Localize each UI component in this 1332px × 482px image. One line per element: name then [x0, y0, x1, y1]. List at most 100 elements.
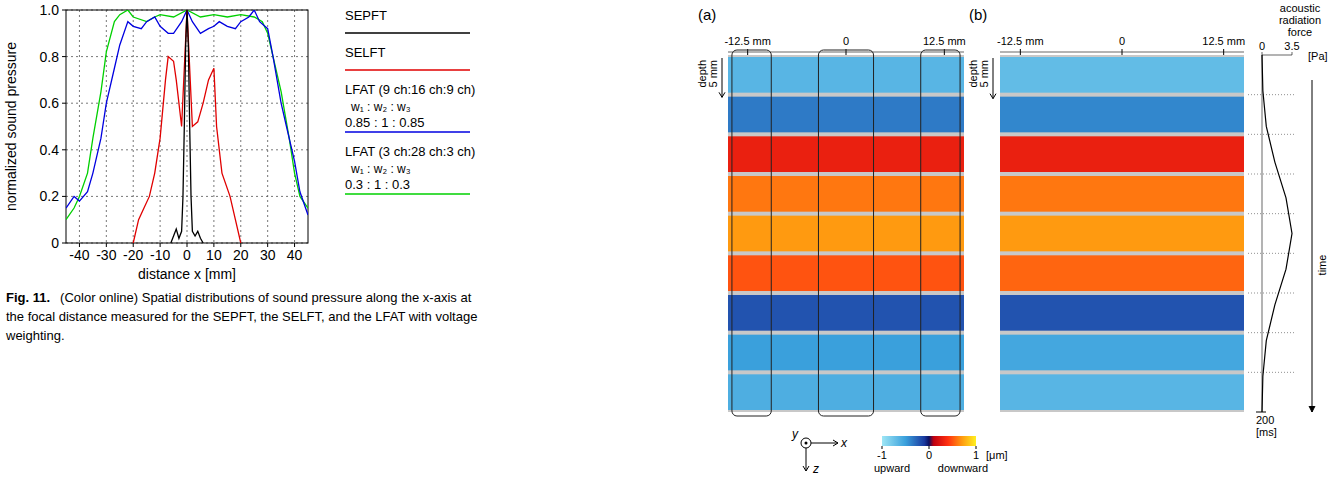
guide-line [1248, 94, 1294, 95]
legend-label: w₁ : w₂ : w₃ [350, 162, 411, 176]
grid-line [66, 149, 308, 150]
legend-label: LFAT (9 ch:16 ch:9 ch) [345, 82, 475, 97]
colorbar: -101[μm]upwarddownward [874, 436, 1008, 474]
tick-label: 10 [206, 247, 222, 263]
region-box [818, 50, 873, 416]
grid-line [66, 56, 308, 57]
tick-label: -10 [150, 247, 170, 263]
heat-cell [1000, 136, 1244, 172]
heat-cell [1000, 255, 1244, 291]
tick-label: -1 [877, 449, 887, 461]
region-box [732, 50, 771, 416]
guide-line [1248, 332, 1294, 333]
axis-dot [805, 442, 808, 445]
heat-cell [728, 216, 964, 252]
unit-label: [Pa] [1308, 50, 1328, 62]
depth-scale [722, 58, 723, 97]
axis-arrow [811, 443, 838, 444]
colorbar-label: upward [874, 462, 910, 474]
tick-label: 0 [843, 35, 849, 47]
tick-label: 20 [233, 247, 249, 263]
region-box [921, 50, 960, 416]
axis-title: distance x [mm] [138, 266, 236, 282]
tick [62, 10, 66, 11]
series-line [66, 10, 308, 220]
axis-out [801, 438, 811, 448]
heat-cell [728, 97, 964, 133]
axis-line [1000, 52, 1244, 53]
chart-force: acousticradiationforce03.5[Pa]200[ms]tim… [1248, 2, 1328, 438]
legend-swatch [345, 193, 470, 194]
tick [1262, 52, 1263, 55]
plot-frame [66, 10, 308, 243]
legend-label: 0.85 : 1 : 0.85 [345, 115, 425, 130]
heat-cell [1000, 216, 1244, 252]
tick [62, 196, 66, 197]
guide-line [1248, 134, 1294, 135]
grid-line [133, 10, 134, 243]
heat-cell [728, 136, 964, 172]
tick [62, 149, 66, 150]
grid-line [240, 10, 241, 243]
arrow-head [719, 92, 725, 97]
tick-label: 30 [260, 247, 276, 263]
axis-label: y [791, 427, 799, 441]
grid-line [213, 10, 214, 243]
force-curve [1262, 55, 1292, 412]
panel-background [1000, 55, 1244, 412]
heat-cell [728, 295, 964, 331]
depth-scale-label: 5 mm [707, 60, 719, 88]
tick [62, 243, 66, 244]
tick-label: 40 [287, 247, 303, 263]
coordinate-axes: yxz [791, 427, 848, 476]
chart-sound-pressure: -40-30-20-1001020304000.20.40.60.81.0dis… [3, 2, 475, 282]
plot-lines [66, 10, 308, 243]
grid-line [160, 10, 161, 243]
tick-label: 0 [1259, 40, 1265, 52]
colorbar-label: downward [938, 462, 988, 474]
axis-line [1262, 55, 1292, 56]
grid-line [267, 10, 268, 243]
heat-cell [728, 176, 964, 212]
unit-label: [μm] [986, 449, 1008, 461]
series-line [133, 10, 241, 243]
tick [1292, 52, 1293, 55]
axis-title: normalized sound pressure [3, 42, 19, 211]
guide-line [1248, 293, 1294, 294]
grid-line [294, 10, 295, 243]
tick-label: 0.6 [40, 95, 60, 111]
chart-title: acoustic [1280, 2, 1321, 14]
legend-label: w₁ : w₂ : w₃ [350, 100, 411, 114]
heat-cell [1000, 57, 1244, 93]
axis-title: time [1316, 255, 1328, 276]
tick-label: 0 [51, 235, 59, 251]
tick-label: -12.5 mm [724, 35, 770, 47]
figure: -40-30-20-1001020304000.20.40.60.81.0dis… [0, 0, 1332, 482]
tick [1256, 412, 1266, 413]
heat-cell [1000, 176, 1244, 212]
legend-label: SELFT [345, 45, 386, 60]
legend-label: 0.3 : 1 : 0.3 [345, 177, 410, 192]
panel-letter: (b) [969, 6, 987, 23]
tick-label: 200 [1256, 414, 1274, 426]
tick-label: 1.0 [40, 2, 60, 18]
caption: Fig. 11.(Color online) Spatial distribut… [5, 290, 477, 343]
tick-label: 0 [183, 247, 191, 263]
plot-lines [1262, 55, 1292, 412]
panel-1: (a)-12.5 mm012.5 mmdepth5 mm [696, 6, 966, 416]
tick-label: 12.5 mm [923, 35, 966, 47]
arrow-head [990, 94, 996, 99]
panel-background [728, 55, 964, 412]
tick [62, 56, 66, 57]
heat-cell [1000, 374, 1244, 410]
tick-label: 0 [1119, 35, 1125, 47]
legend-label: LFAT (3 ch:28 ch:3 ch) [345, 144, 475, 159]
heat-cell [728, 335, 964, 371]
time-arrow [1312, 80, 1313, 412]
grid-line [66, 103, 308, 104]
tick-label: -12.5 mm [997, 35, 1043, 47]
heat-cell [728, 255, 964, 291]
tick-label: -30 [96, 247, 116, 263]
tick-label: 0.2 [40, 188, 60, 204]
arrow-head [803, 466, 809, 471]
